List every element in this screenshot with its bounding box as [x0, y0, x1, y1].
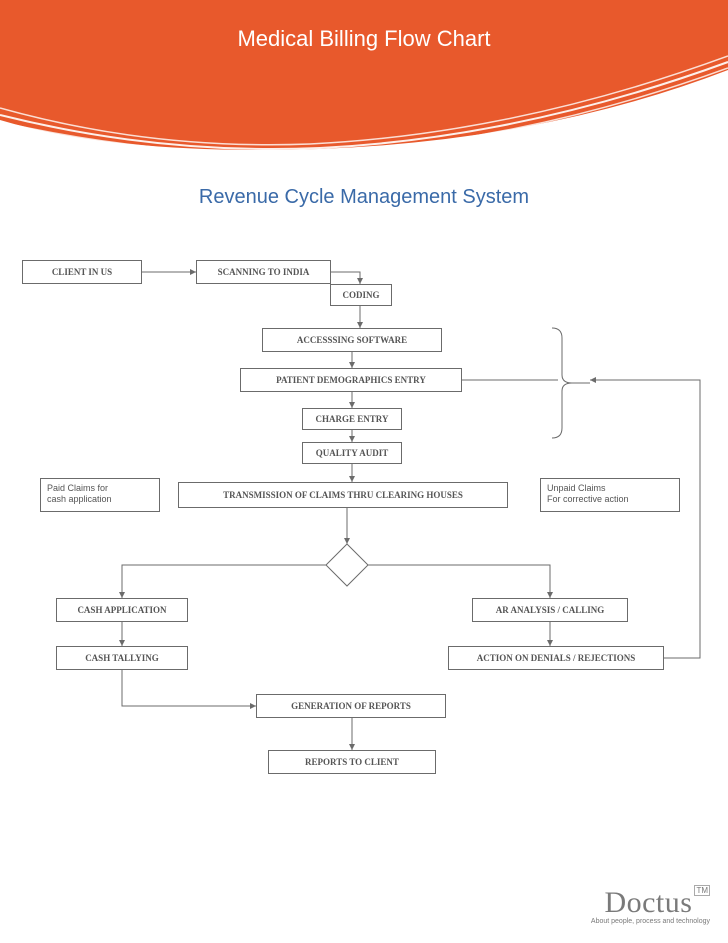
- node-coding: CODING: [330, 284, 392, 306]
- page-subtitle: Revenue Cycle Management System: [0, 186, 728, 209]
- logo-block: DoctusTM About people, process and techn…: [591, 886, 710, 925]
- node-trans: TRANSMISSION OF CLAIMS THRU CLEARING HOU…: [178, 482, 508, 508]
- logo-word: Doctus: [604, 886, 692, 920]
- node-denial: ACTION ON DENIALS / REJECTIONS: [448, 646, 664, 670]
- edge-decision-cashapp: [122, 565, 326, 598]
- node-scan: SCANNING TO INDIA: [196, 260, 331, 284]
- node-charge: CHARGE ENTRY: [302, 408, 402, 430]
- node-client: CLIENT IN US: [22, 260, 142, 284]
- node-demo: PATIENT DEMOGRAPHICS ENTRY: [240, 368, 462, 392]
- logo-tm: TM: [694, 885, 710, 896]
- node-paidnote: Paid Claims forcash application: [40, 478, 160, 512]
- node-reports: REPORTS TO CLIENT: [268, 750, 436, 774]
- node-cashapp: CASH APPLICATION: [56, 598, 188, 622]
- node-gen: GENERATION OF REPORTS: [256, 694, 446, 718]
- node-tally: CASH TALLYING: [56, 646, 188, 670]
- node-access: ACCESSSING SOFTWARE: [262, 328, 442, 352]
- page-title: Medical Billing Flow Chart: [0, 26, 728, 52]
- edge-decision-ar: [368, 565, 550, 598]
- node-qa: QUALITY AUDIT: [302, 442, 402, 464]
- node-decision: [326, 544, 368, 586]
- node-ar: AR ANALYSIS / CALLING: [472, 598, 628, 622]
- flowchart-canvas: CLIENT IN US SCANNING TO INDIACODING ACCES…: [0, 250, 728, 890]
- edge-scan-coding: [331, 272, 360, 284]
- brace: [552, 328, 572, 438]
- edge-tally-gen: [122, 670, 256, 706]
- node-unpaid: Unpaid ClaimsFor corrective action: [540, 478, 680, 512]
